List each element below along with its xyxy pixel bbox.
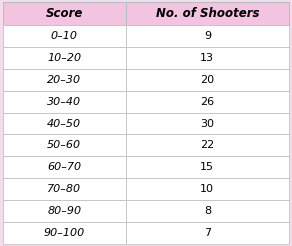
Text: 0–10: 0–10 (51, 31, 78, 41)
Text: 9: 9 (204, 31, 211, 41)
Text: 13: 13 (200, 53, 214, 63)
Bar (3, 69, 126, 91)
Bar (126, 47, 289, 69)
Bar (126, 2, 289, 25)
Bar (126, 134, 289, 156)
Bar (3, 222, 126, 244)
Text: 22: 22 (200, 140, 214, 150)
Bar (126, 156, 289, 178)
Bar (126, 200, 289, 222)
Bar (126, 178, 289, 200)
Bar (126, 25, 289, 47)
Text: No. of Shooters: No. of Shooters (156, 7, 259, 20)
Bar (3, 91, 126, 113)
Bar (3, 156, 126, 178)
Text: 7: 7 (204, 228, 211, 238)
Text: 20: 20 (200, 75, 214, 85)
Text: 10: 10 (200, 184, 214, 194)
Bar (3, 47, 126, 69)
Bar (126, 113, 289, 134)
Text: 8: 8 (204, 206, 211, 216)
Bar (126, 222, 289, 244)
Text: 30–40: 30–40 (47, 97, 81, 107)
Text: 20–30: 20–30 (47, 75, 81, 85)
Text: 40–50: 40–50 (47, 119, 81, 128)
Bar (3, 200, 126, 222)
Bar (126, 69, 289, 91)
Text: 50–60: 50–60 (47, 140, 81, 150)
Text: 15: 15 (200, 162, 214, 172)
Bar (3, 178, 126, 200)
Bar (126, 91, 289, 113)
Bar (3, 134, 126, 156)
Text: 60–70: 60–70 (47, 162, 81, 172)
Text: 26: 26 (200, 97, 214, 107)
Bar (3, 25, 126, 47)
Text: 10–20: 10–20 (47, 53, 81, 63)
Text: 90–100: 90–100 (44, 228, 85, 238)
Text: Score: Score (46, 7, 83, 20)
Bar (3, 2, 126, 25)
Text: 30: 30 (200, 119, 214, 128)
Text: 70–80: 70–80 (47, 184, 81, 194)
Text: 80–90: 80–90 (47, 206, 81, 216)
Bar (3, 113, 126, 134)
